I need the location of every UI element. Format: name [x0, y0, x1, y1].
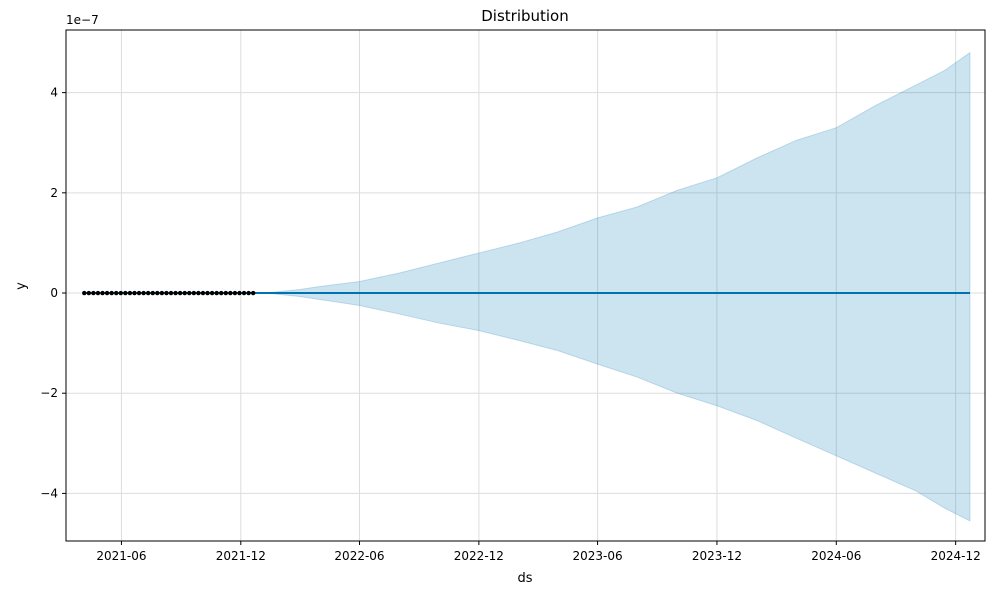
x-tick-label: 2022-06 [334, 549, 384, 563]
x-tick-label: 2023-12 [692, 549, 742, 563]
observed-point [223, 290, 228, 296]
observed-point [159, 290, 165, 296]
observed-point [250, 290, 256, 296]
plot-frame [65, 29, 986, 542]
observed-point [228, 290, 233, 296]
observed-point [196, 290, 201, 296]
observed-point [95, 290, 101, 296]
observed-point [141, 290, 146, 296]
observed-point [219, 290, 224, 296]
observed-point [91, 290, 96, 296]
observed-point [177, 290, 183, 296]
observed-points-layer [82, 290, 256, 296]
observed-point [205, 290, 210, 296]
y-axis-multiplier: 1e−7 [66, 13, 99, 27]
observed-point [155, 290, 160, 296]
observed-point [187, 290, 192, 296]
observed-point [136, 290, 142, 296]
observed-point [86, 290, 92, 296]
observed-point [237, 290, 242, 296]
observed-point [123, 290, 128, 296]
y-tick-label: −4 [40, 486, 58, 500]
y-tick-label: 0 [50, 286, 58, 300]
observed-point [241, 290, 247, 296]
observed-point [104, 290, 110, 296]
observed-point [127, 290, 133, 296]
x-tick-label: 2022-12 [454, 549, 504, 563]
chart-title: Distribution [481, 7, 569, 25]
x-tick-label: 2021-12 [216, 549, 266, 563]
observed-point [173, 290, 178, 296]
observed-point [164, 290, 169, 296]
observed-point [109, 290, 114, 296]
x-axis-ticks: 2021-06 2021-12 2022-06 2022-12 2023-06 2023-… [96, 541, 981, 563]
observed-point [182, 290, 187, 296]
observed-point [246, 290, 251, 296]
x-tick-label: 2021-06 [96, 549, 146, 563]
observed-point [191, 290, 197, 296]
observed-point [132, 290, 137, 296]
y-axis-ticks: −4 −2 0 2 4 [40, 86, 66, 500]
observed-point [200, 290, 206, 296]
y-tick-label: −2 [40, 386, 58, 400]
x-tick-label: 2024-12 [931, 549, 981, 563]
x-tick-label: 2023-06 [573, 549, 623, 563]
uncertainty-band-layer [253, 51, 971, 522]
observed-point [168, 290, 174, 296]
observed-point [82, 290, 87, 296]
observed-point [214, 290, 219, 296]
observed-point [150, 290, 155, 296]
y-tick-label: 4 [50, 86, 58, 100]
observed-point [209, 290, 215, 296]
y-tick-label: 2 [50, 186, 58, 200]
x-tick-label: 2024-06 [811, 549, 861, 563]
observed-point [114, 290, 119, 296]
observed-point [118, 290, 123, 296]
observed-point [100, 290, 105, 296]
uncertainty-band [253, 51, 971, 522]
x-axis-label: ds [517, 571, 532, 586]
observed-point [232, 290, 238, 296]
y-axis-label: y [14, 282, 29, 290]
observed-point [145, 290, 151, 296]
